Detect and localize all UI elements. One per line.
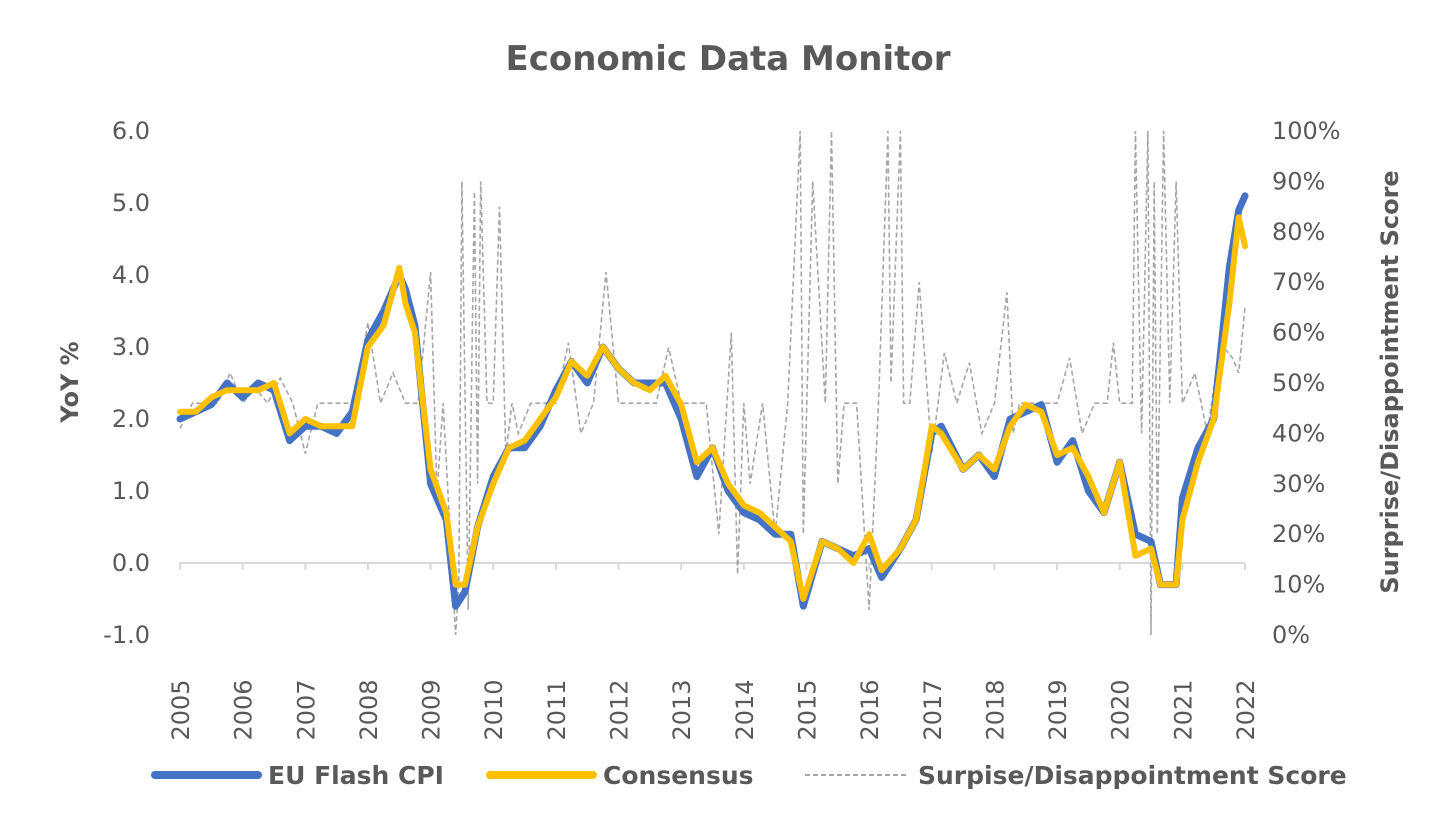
legend-item-eu-flash-cpi: EU Flash CPI	[151, 761, 444, 790]
x-tick-label: 2008	[355, 679, 383, 740]
series-layer	[176, 130, 1249, 636]
left-y-tick-label: 3.0	[112, 333, 150, 361]
right-y-tick-label: 10%	[1272, 571, 1325, 599]
right-y-tick-label: 50%	[1272, 369, 1325, 397]
left-y-tick-label: 6.0	[112, 117, 150, 145]
x-tick-label: 2015	[793, 679, 821, 740]
series-line-surprise-score	[179, 130, 1246, 636]
x-tick-label: 2013	[668, 679, 696, 740]
x-tick-label: 2021	[1169, 679, 1197, 740]
right-y-ticks: 0% 10% 20% 30% 40% 50% 60% 70% 80% 90% 100%	[1272, 117, 1341, 649]
left-y-tick-label: 5.0	[112, 189, 150, 217]
x-tick-label: 2014	[731, 679, 759, 740]
legend-label-cpi: EU Flash CPI	[268, 761, 444, 790]
legend: EU Flash CPI Consensus Surpise/Disappoin…	[151, 761, 1347, 790]
series-line-eu-flash-cpi	[176, 192, 1249, 610]
left-y-tick-label: 1.0	[112, 477, 150, 505]
right-y-tick-label: 0%	[1272, 621, 1310, 649]
right-y-tick-label: 80%	[1272, 218, 1325, 246]
x-tick-label: 2009	[418, 679, 446, 740]
left-y-tick-label: 4.0	[112, 261, 150, 289]
legend-label-score: Surpise/Disappointment Score	[918, 761, 1347, 790]
right-y-tick-label: 90%	[1272, 167, 1325, 195]
chart-title: Economic Data Monitor	[505, 39, 950, 79]
legend-label-consensus: Consensus	[603, 761, 754, 790]
x-tick-label: 2022	[1232, 679, 1260, 740]
x-tick-label: 2016	[856, 679, 884, 740]
x-tick-label: 2012	[606, 679, 634, 740]
right-y-tick-label: 30%	[1272, 470, 1325, 498]
x-tick-label: 2017	[919, 679, 947, 740]
x-tick-label: 2007	[292, 679, 320, 740]
right-y-tick-label: 70%	[1272, 268, 1325, 296]
right-y-tick-label: 100%	[1272, 117, 1341, 145]
series-line-consensus	[177, 214, 1248, 602]
x-tick-label: 2010	[480, 679, 508, 740]
left-y-tick-label: -1.0	[103, 621, 150, 649]
left-y-tick-label: 0.0	[112, 549, 150, 577]
right-axis-title: Surprise/Disappointment Score	[1376, 170, 1404, 593]
legend-item-consensus: Consensus	[486, 761, 754, 790]
x-tick-label: 2019	[1044, 679, 1072, 740]
x-tick-label: 2005	[167, 679, 195, 740]
left-y-ticks: -1.0 0.0 1.0 2.0 3.0 4.0 5.0 6.0	[103, 117, 150, 649]
legend-item-surprise-score: Surpise/Disappointment Score	[805, 761, 1347, 790]
right-y-tick-label: 40%	[1272, 419, 1325, 447]
right-y-tick-label: 20%	[1272, 520, 1325, 548]
x-ticks: 2005 2006 2007 2008 2009 2010 2011 2012 2013 2014…	[167, 563, 1260, 741]
left-axis-title: YoY %	[56, 341, 84, 423]
x-tick-label: 2006	[230, 679, 258, 740]
x-tick-label: 2018	[981, 679, 1009, 740]
x-tick-label: 2020	[1107, 679, 1135, 740]
right-y-tick-label: 60%	[1272, 319, 1325, 347]
x-tick-label: 2011	[543, 679, 571, 740]
left-y-tick-label: 2.0	[112, 405, 150, 433]
